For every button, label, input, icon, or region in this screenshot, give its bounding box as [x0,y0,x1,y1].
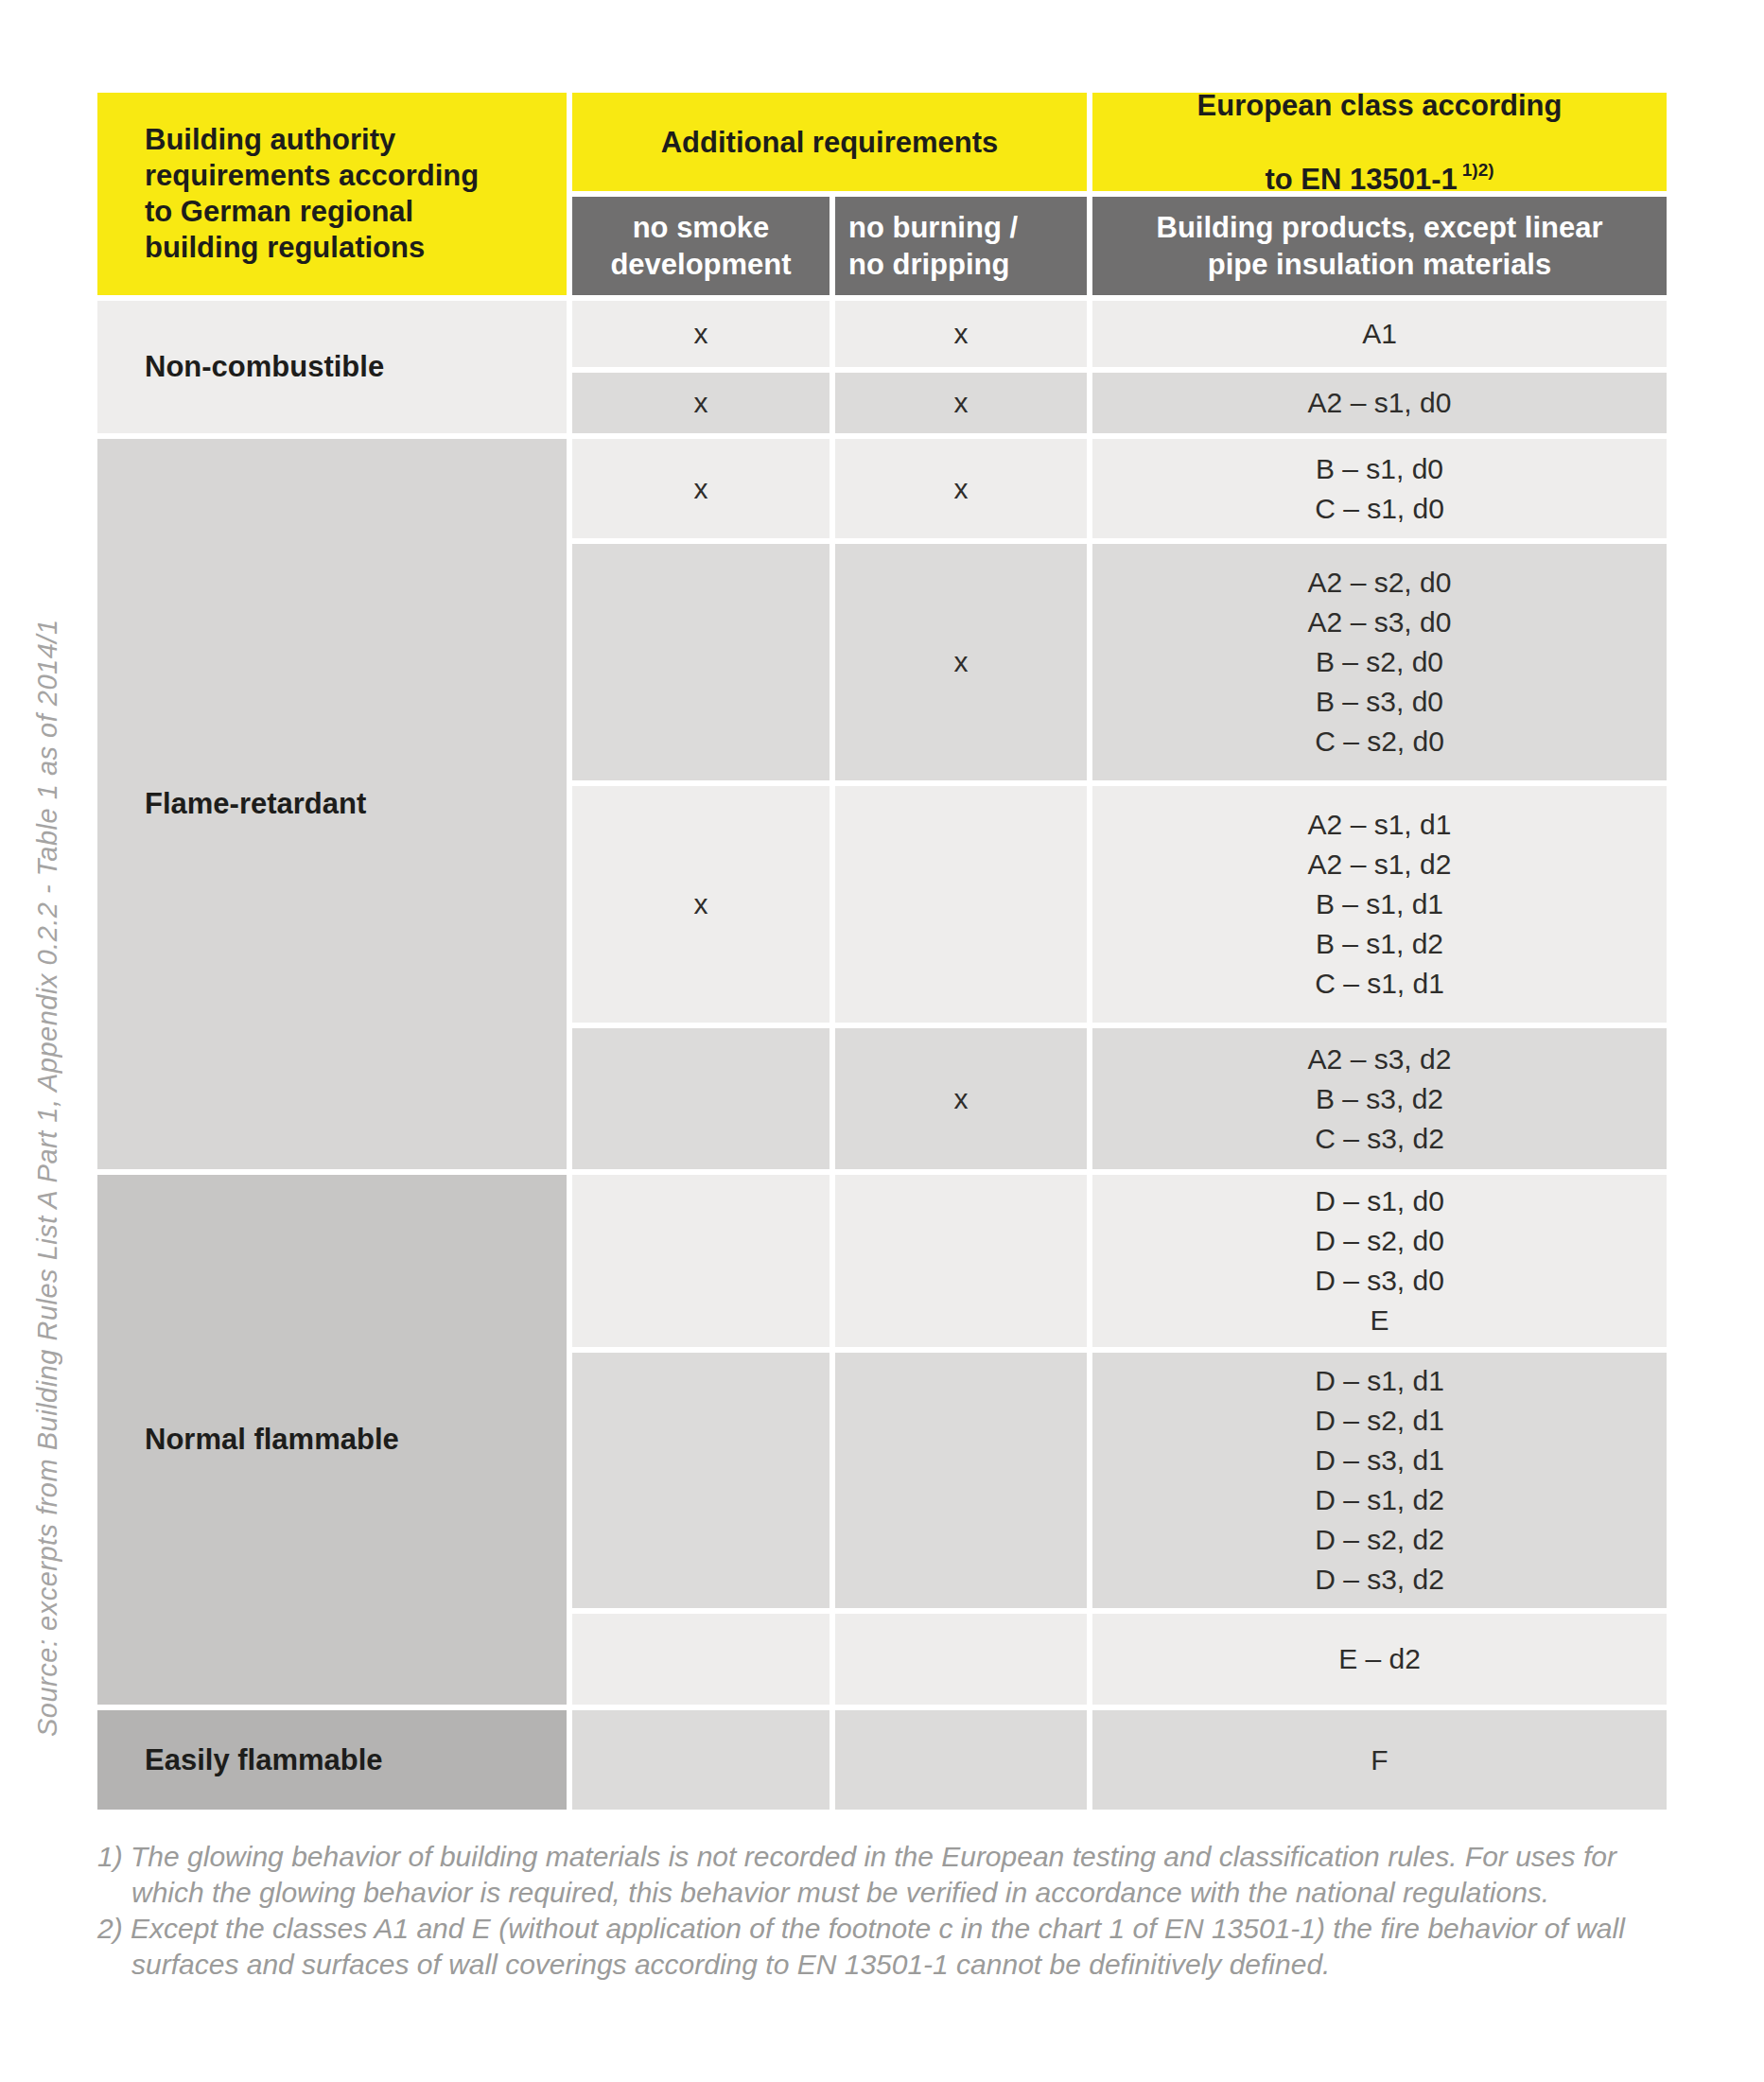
cell-no-burning-row3: x [835,439,1087,538]
source-citation: Source: excerpts from Building Rules Lis… [32,568,76,1788]
footnote-2-text: Except the classes A1 and E (without app… [131,1913,1625,1980]
cell-no-burning-row9 [835,1614,1087,1705]
fire-classification-table: Building authority requirements accordin… [97,93,1667,1810]
cell-no-burning-row4: x [835,544,1087,780]
cell-no-burning-row5 [835,786,1087,1023]
footnote-2-number: 2) [97,1913,123,1944]
section-label-non-combustible: Non-combustible [97,301,567,433]
footnotes: 1) The glowing behavior of building mate… [97,1839,1663,1983]
cell-no-burning-row2: x [835,373,1087,433]
footnote-1: 1) The glowing behavior of building mate… [97,1839,1663,1911]
footnote-2: 2) Except the classes A1 and E (without … [97,1911,1663,1983]
cell-no-smoke-row5: x [572,786,830,1023]
cell-no-smoke-row3: x [572,439,830,538]
footnote-marks: 1)2) [1462,160,1494,180]
cell-classes-row2: A2 – s1, d0 [1092,373,1667,433]
cell-no-burning-row6: x [835,1028,1087,1169]
cell-classes-row5: A2 – s1, d1 A2 – s1, d2 B – s1, d1 B – s… [1092,786,1667,1023]
header-european-class: European class according to EN 13501-11)… [1092,93,1667,191]
cell-classes-row10: F [1092,1710,1667,1810]
cell-no-smoke-row4 [572,544,830,780]
cell-no-smoke-row1: x [572,301,830,367]
cell-no-smoke-row6 [572,1028,830,1169]
european-class-line1: European class according [1197,87,1563,124]
cell-classes-row8: D – s1, d1 D – s2, d1 D – s3, d1 D – s1,… [1092,1353,1667,1608]
cell-no-burning-row1: x [835,301,1087,367]
section-label-flame-retardant: Flame-retardant [97,439,567,1169]
footnote-1-number: 1) [97,1841,123,1872]
cell-no-smoke-row2: x [572,373,830,433]
cell-classes-row1: A1 [1092,301,1667,367]
footnote-1-text: The glowing behavior of building materia… [131,1841,1616,1908]
cell-classes-row3: B – s1, d0 C – s1, d0 [1092,439,1667,538]
section-label-easily-flammable: Easily flammable [97,1710,567,1810]
header-additional-requirements: Additional requirements [572,93,1087,191]
cell-no-burning-row8 [835,1353,1087,1608]
european-class-line2: to EN 13501-1 [1265,163,1457,196]
subheader-building-products: Building products, except linear pipe in… [1092,197,1667,295]
header-building-authority: Building authority requirements accordin… [97,93,567,295]
cell-classes-row4: A2 – s2, d0 A2 – s3, d0 B – s2, d0 B – s… [1092,544,1667,780]
subheader-no-smoke: no smoke development [572,197,830,295]
cell-no-smoke-row7 [572,1175,830,1347]
cell-classes-row6: A2 – s3, d2 B – s3, d2 C – s3, d2 [1092,1028,1667,1169]
subheader-no-burning: no burning / no dripping [835,197,1087,295]
cell-classes-row9: E – d2 [1092,1614,1667,1705]
cell-no-smoke-row8 [572,1353,830,1608]
cell-no-smoke-row9 [572,1614,830,1705]
cell-no-smoke-row10 [572,1710,830,1810]
section-label-normal-flammable: Normal flammable [97,1175,567,1705]
cell-no-burning-row10 [835,1710,1087,1810]
cell-classes-row7: D – s1, d0 D – s2, d0 D – s3, d0 E [1092,1175,1667,1347]
cell-no-burning-row7 [835,1175,1087,1347]
